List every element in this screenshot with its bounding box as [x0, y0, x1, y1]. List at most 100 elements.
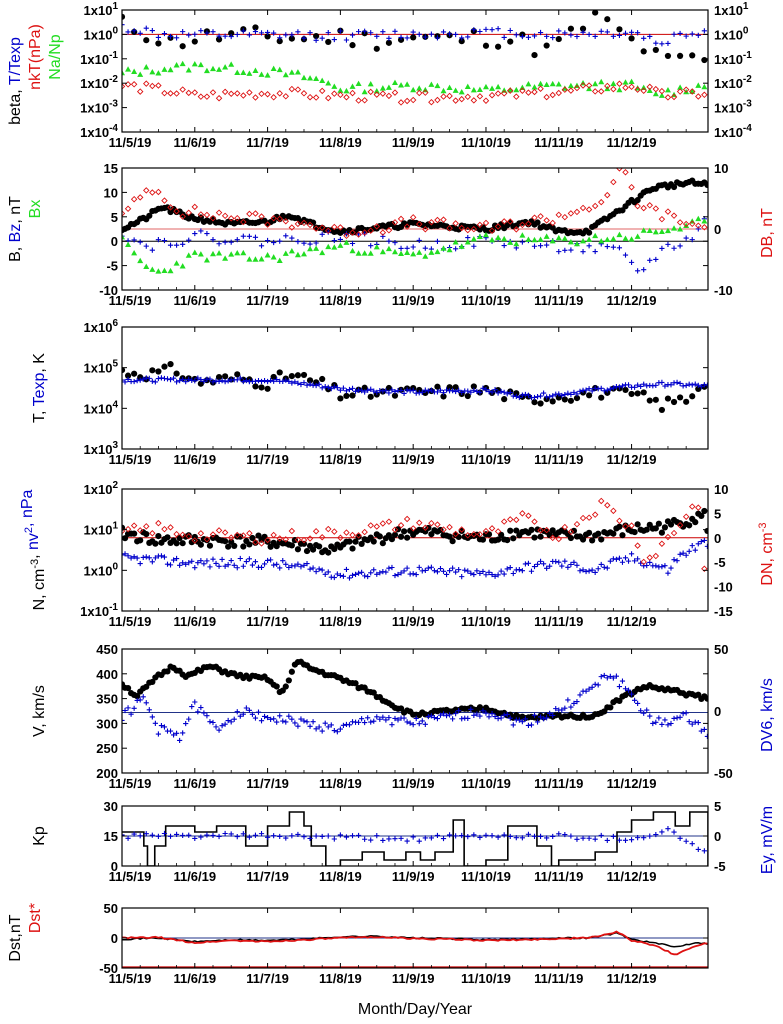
data-point: [331, 36, 337, 43]
data-point: [180, 730, 186, 736]
data-point: [416, 838, 422, 844]
data-point: [631, 528, 638, 536]
x-tick-label: 11/5/19: [109, 614, 152, 629]
data-point: [355, 533, 362, 540]
data-point: [397, 533, 405, 540]
data-point: [355, 387, 362, 393]
data-point: [680, 550, 686, 556]
data-point: [143, 530, 150, 538]
data-point: [164, 561, 171, 567]
data-point: [379, 248, 386, 255]
x-tick-label: 11/10/19: [461, 452, 511, 467]
data-point: [313, 75, 320, 81]
data-point: [683, 382, 689, 389]
data-point: [504, 711, 510, 718]
data-point: [525, 392, 532, 398]
data-point: [555, 81, 562, 87]
data-point: [377, 570, 383, 576]
data-point: [659, 721, 665, 728]
data-point: [146, 212, 153, 219]
data-point: [482, 97, 490, 104]
x-tick-label: 11/11/19: [534, 776, 583, 791]
data-point: [543, 81, 550, 88]
data-point: [425, 388, 431, 394]
y-tick-label: 1x104: [84, 399, 119, 416]
data-point: [434, 716, 441, 722]
data-point: [622, 30, 629, 36]
data-point: [452, 97, 459, 104]
data-point: [622, 837, 629, 843]
data-point: [516, 567, 522, 573]
data-point: [122, 551, 128, 557]
x-tick-label: 11/8/19: [319, 776, 362, 791]
data-point: [416, 237, 422, 243]
y-axis-label: Dst,nT: [7, 914, 24, 961]
data-point: [307, 75, 314, 81]
data-point: [192, 699, 198, 705]
data-point: [437, 565, 444, 572]
data-point: [619, 678, 626, 684]
data-point: [537, 558, 544, 564]
data-point: [440, 835, 447, 842]
data-point: [331, 237, 337, 244]
data-point: [225, 562, 231, 568]
data-point: [325, 569, 331, 575]
data-point: [459, 35, 465, 41]
data-point: [149, 530, 156, 537]
data-point: [401, 390, 407, 397]
y-axis-label-2: Bx: [27, 200, 44, 219]
data-point: [656, 715, 662, 721]
x-tick-label: 11/5/19: [109, 452, 152, 467]
data-point: [149, 678, 156, 686]
data-point: [434, 383, 441, 390]
data-point: [549, 398, 556, 405]
data-point: [201, 378, 207, 384]
data-point: [525, 560, 532, 566]
data-point: [537, 85, 544, 92]
data-point: [249, 562, 256, 568]
data-point: [561, 213, 569, 221]
data-point: [215, 374, 223, 381]
data-point: [519, 33, 525, 40]
data-point: [268, 557, 274, 563]
data-point: [359, 388, 365, 394]
data-point: [547, 394, 553, 400]
data-point: [277, 35, 283, 41]
data-point: [428, 835, 434, 841]
y-axis-label-2: nkT(nPa): [27, 24, 44, 90]
data-point: [192, 31, 198, 37]
data-point: [500, 90, 508, 97]
data-point: [319, 567, 325, 573]
data-point: [312, 225, 320, 232]
data-point: [252, 24, 259, 31]
data-point: [686, 522, 693, 529]
data-point: [307, 30, 313, 36]
data-point: [568, 391, 574, 398]
data-point: [647, 713, 653, 719]
data-point: [158, 722, 165, 729]
data-point: [465, 34, 471, 40]
data-point: [392, 715, 398, 722]
data-point: [276, 66, 283, 73]
data-point: [537, 213, 544, 220]
data-point: [440, 93, 447, 100]
x-tick-label: 11/12/19: [607, 869, 657, 884]
data-point: [152, 720, 158, 726]
data-point: [652, 228, 659, 235]
data-point: [173, 555, 180, 562]
data-point: [295, 380, 301, 386]
x-tick-label: 11/6/19: [173, 452, 216, 467]
data-point: [480, 708, 486, 714]
data-point: [234, 90, 241, 97]
data-point: [231, 716, 237, 722]
data-point: [391, 219, 399, 226]
data-point: [452, 530, 459, 538]
data-point: [240, 69, 247, 75]
data-point: [258, 564, 265, 571]
data-point: [652, 205, 660, 212]
data-point: [383, 717, 389, 723]
data-point: [586, 243, 592, 249]
data-point: [361, 384, 368, 391]
data-point: [124, 205, 132, 212]
data-point: [258, 213, 265, 220]
